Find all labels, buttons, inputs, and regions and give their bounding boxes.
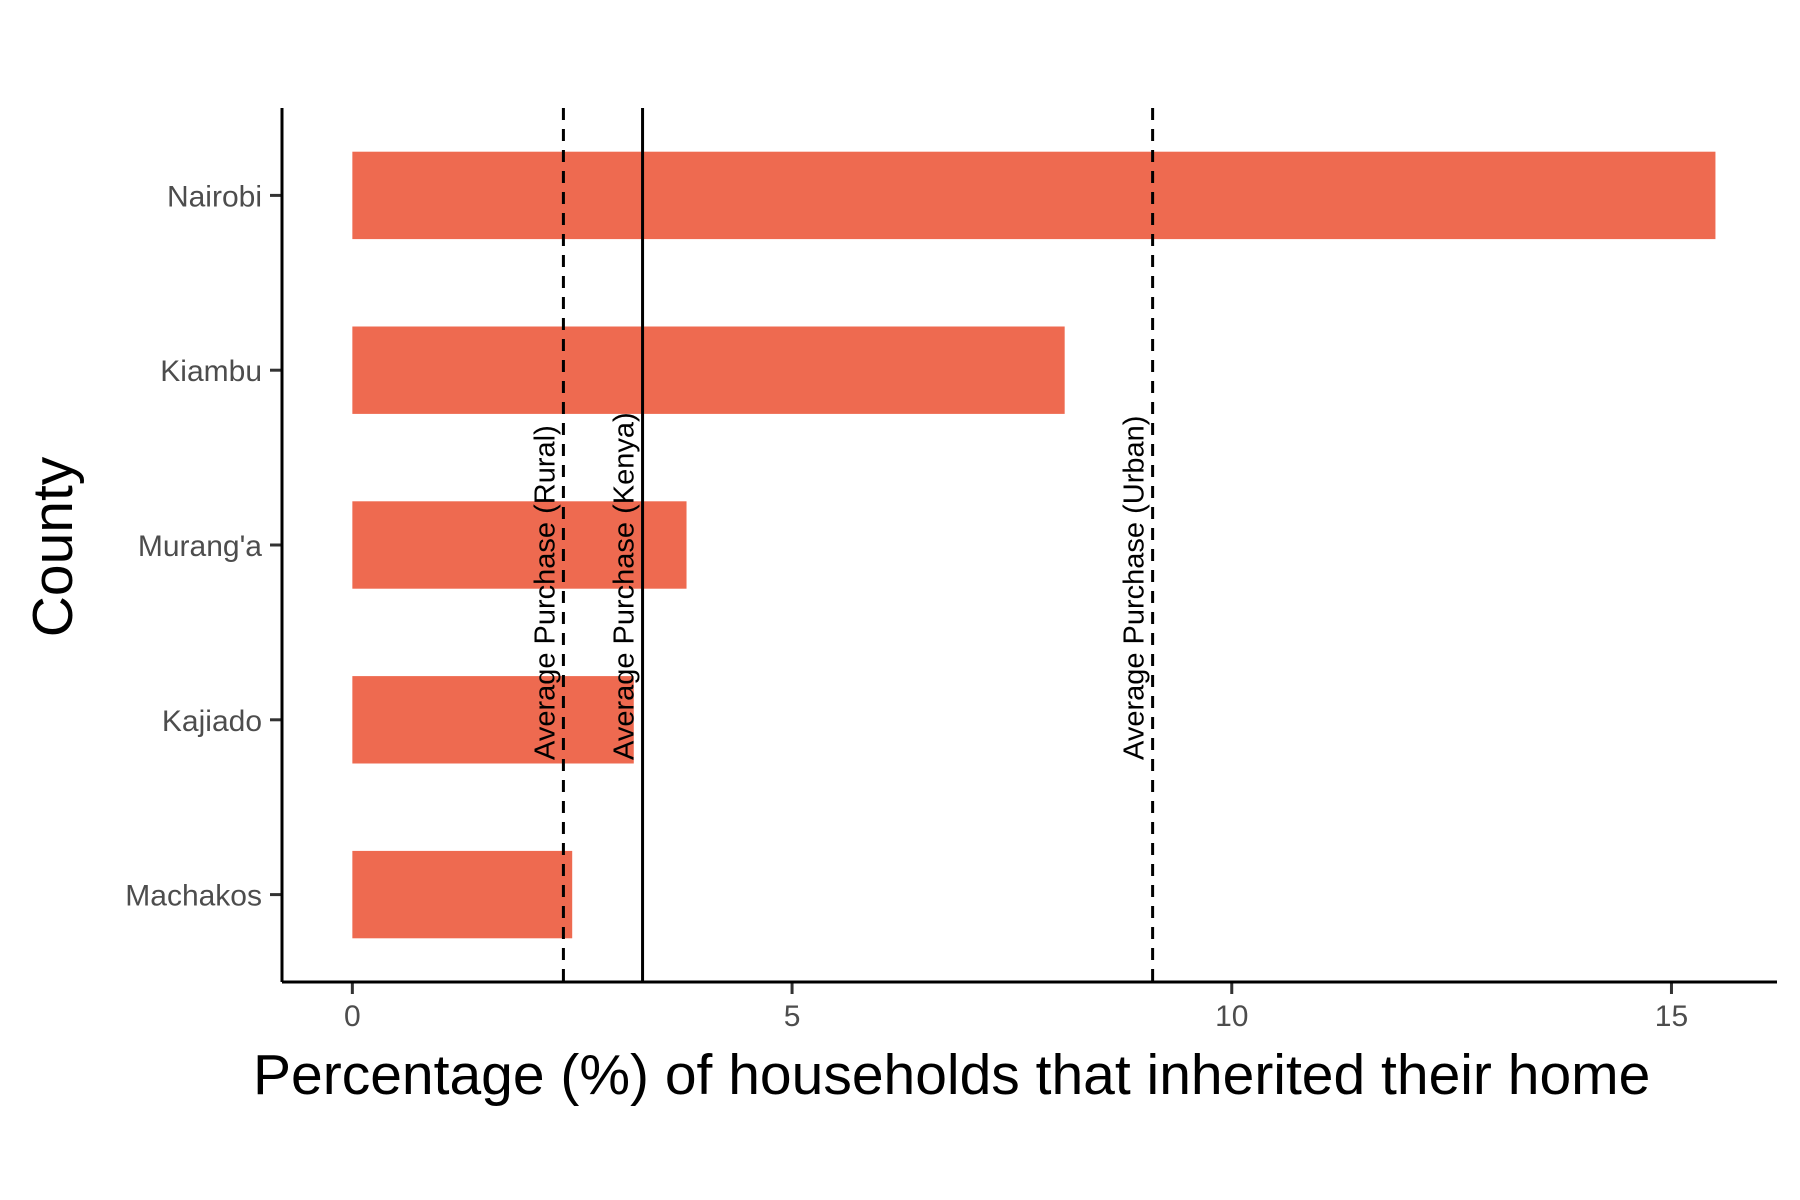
y-axis-title: County [21,456,85,637]
x-ticks: 0 5 10 15 [344,982,1688,1033]
bar-kajiado [352,676,634,764]
y-tick-label-murang-a: Murang'a [138,530,262,563]
reference-lines: Average Purchase (Rural) Average Purchase… [529,108,1155,982]
bar-machakos [352,850,573,939]
x-tick-label-15: 15 [1655,1000,1688,1033]
bar-murang-a [352,501,687,589]
y-tick-label-kiambu: Kiambu [160,355,262,388]
x-tick-label-10: 10 [1215,1000,1248,1033]
ref-label-average-purchase-urban-: Average Purchase (Urban) [1119,416,1151,760]
x-tick-label-0: 0 [344,1000,361,1033]
bar-kiambu [352,326,1065,414]
y-tick-label-kajiado: Kajiado [162,705,262,738]
ref-label-average-purchase-rural-: Average Purchase (Rural) [529,425,561,760]
bar-nairobi [352,151,1716,240]
x-tick-label-5: 5 [784,1000,801,1033]
y-tick-label-nairobi: Nairobi [167,180,262,213]
x-axis-title: Percentage (%) of households that inheri… [253,1043,1650,1107]
bars-group [352,151,1716,939]
ref-label-average-purchase-kenya-: Average Purchase (Kenya) [609,412,641,760]
y-tick-label-machakos: Machakos [125,880,262,913]
y-tick-labels: Nairobi Kiambu Murang'a Kajiado Machakos [125,180,282,913]
